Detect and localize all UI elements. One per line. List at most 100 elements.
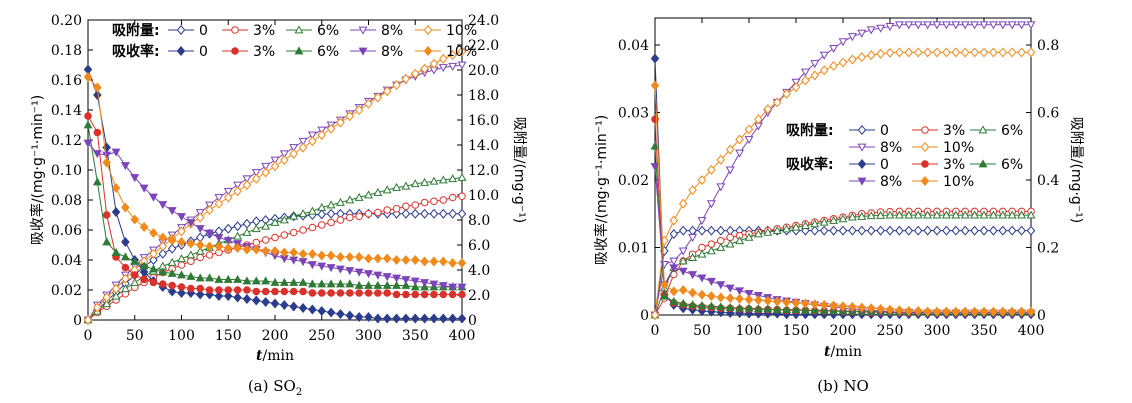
data-point [895,225,904,236]
data-point [716,242,726,251]
data-point [130,174,140,183]
data-point [448,258,457,268]
data-point [923,306,932,317]
data-point [215,286,223,294]
data-point [979,306,989,317]
data-point [149,228,158,238]
data-point [876,210,886,219]
legend-item-abs-6pct: 6% [286,44,339,60]
data-point [346,213,354,222]
data-point [308,304,317,315]
data-point [913,210,923,219]
data-point [913,21,923,30]
axis-ticks: 0 50 100 150 200 250 300 350 400 0.04 0.03 0.02 0.01… [618,18,1059,339]
data-point [364,253,373,264]
legend-item-ads-6pct: 6% [286,23,339,39]
y2-tick-label: 18.0 [468,88,499,104]
data-point [659,291,669,300]
y-tick-label: 0.04 [51,253,82,269]
data-point [168,281,176,290]
data-point [382,280,392,289]
data-point [669,296,679,305]
data-point [383,289,392,297]
data-point [458,192,466,201]
data-point [177,213,186,222]
data-point [392,80,401,90]
data-point [660,279,669,290]
data-point [847,33,857,42]
data-point [92,177,102,186]
data-point [970,47,979,58]
data-point [678,225,688,236]
legend-label: 3% [253,23,275,39]
data-point [904,47,914,58]
data-point [866,225,876,236]
data-point [289,144,299,153]
x-tick-label: 200 [262,328,289,344]
data-point [1007,225,1017,236]
x-tick-label: 400 [1018,323,1045,339]
x-tick-label: 250 [877,323,904,339]
data-point [298,137,308,146]
data-point [429,280,439,289]
data-point [261,276,271,285]
data-point [706,277,716,286]
data-point [177,270,186,279]
data-point [167,257,177,266]
series-abs-8pct [650,163,1036,318]
data-point [326,264,336,273]
x-tick-label: 100 [168,328,195,344]
data-point [979,225,989,236]
data-point [960,21,970,30]
data-point [186,238,196,249]
data-point [327,289,335,297]
y-tick-label: 0.04 [618,38,649,54]
series-ads-10pct [650,47,1036,320]
x-tick-label: 300 [355,328,382,344]
legend-label: 3% [943,123,965,139]
legend-marker [358,26,368,35]
data-point [196,284,204,293]
legend-label: 10% [943,140,974,156]
data-point [111,148,121,157]
data-point [364,289,373,297]
data-point [988,21,998,30]
data-point [251,169,261,178]
data-point [149,255,158,265]
data-point [763,104,773,115]
data-point [298,209,308,218]
x-tick-label: 150 [215,328,242,344]
data-point [214,198,224,209]
data-point [158,241,168,252]
data-point [429,176,439,185]
data-point [438,64,448,73]
x-tick-label: 250 [308,328,335,344]
data-point [167,243,177,254]
data-point [401,255,411,265]
data-point [669,215,679,226]
data-point [251,224,261,233]
data-point [650,80,660,91]
y2-tick-label: 0.6 [1037,106,1059,122]
data-point [261,167,270,178]
y-tick-label: 0.06 [51,223,82,239]
data-point [93,82,102,93]
data-point [876,225,885,236]
data-point [420,256,429,267]
data-point [650,310,660,320]
data-point [345,111,355,122]
data-point [326,208,336,219]
legend-label: 10% [446,44,477,60]
data-point [678,256,688,265]
caption: (b) NO [817,377,869,395]
legend-title-absorption: 吸收率: [786,156,834,173]
data-point [744,290,754,299]
data-point [420,177,430,186]
data-point [205,241,214,252]
x-tick-label: 350 [971,323,998,339]
data-point [280,231,289,239]
data-point [866,303,876,314]
series-abs-0 [83,64,467,324]
series-ads-6pct [83,172,467,324]
legend-marker [920,142,930,152]
